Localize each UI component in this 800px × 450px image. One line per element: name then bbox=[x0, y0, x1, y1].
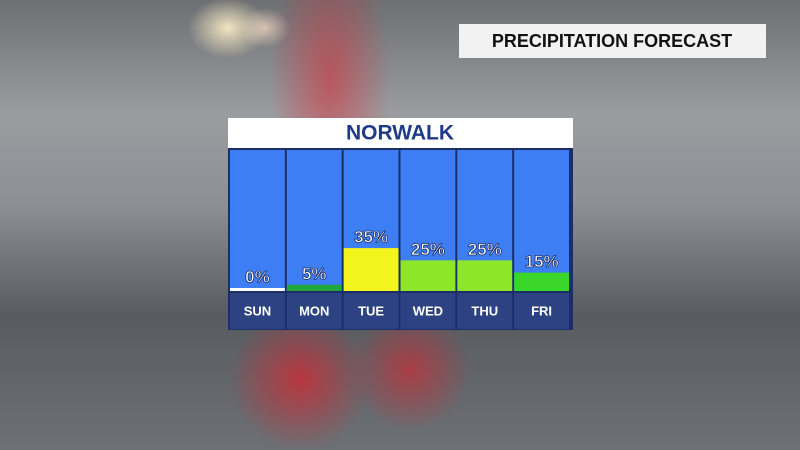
x-tick-label: WED bbox=[413, 303, 443, 318]
x-tick-label: THU bbox=[471, 303, 498, 318]
value-label: 5% bbox=[302, 264, 327, 283]
bar bbox=[514, 272, 569, 291]
bar bbox=[457, 260, 513, 291]
title-box bbox=[228, 118, 573, 148]
day-strip bbox=[230, 293, 285, 329]
bar bbox=[286, 284, 342, 291]
day-strip bbox=[457, 293, 513, 329]
chart-title: NORWALK bbox=[346, 122, 454, 145]
column bbox=[230, 150, 285, 291]
bar bbox=[230, 288, 285, 291]
x-tick-label: MON bbox=[299, 303, 329, 318]
header-title: PRECIPITATION FORECAST bbox=[492, 31, 732, 51]
x-tick-label: SUN bbox=[244, 303, 271, 318]
value-label: 25% bbox=[411, 240, 445, 259]
value-label: 15% bbox=[525, 252, 559, 271]
column bbox=[514, 150, 569, 291]
value-label: 35% bbox=[354, 228, 388, 247]
day-strip bbox=[514, 293, 569, 329]
value-label: 25% bbox=[468, 240, 502, 259]
bar bbox=[400, 260, 456, 291]
x-tick-label: TUE bbox=[358, 303, 384, 318]
column bbox=[286, 150, 342, 291]
header-box bbox=[459, 24, 766, 58]
day-strip bbox=[400, 293, 456, 329]
day-strip bbox=[343, 293, 399, 329]
bar bbox=[343, 248, 399, 291]
day-strip bbox=[286, 293, 342, 329]
x-tick-label: FRI bbox=[531, 303, 552, 318]
value-label: 0% bbox=[245, 267, 270, 286]
